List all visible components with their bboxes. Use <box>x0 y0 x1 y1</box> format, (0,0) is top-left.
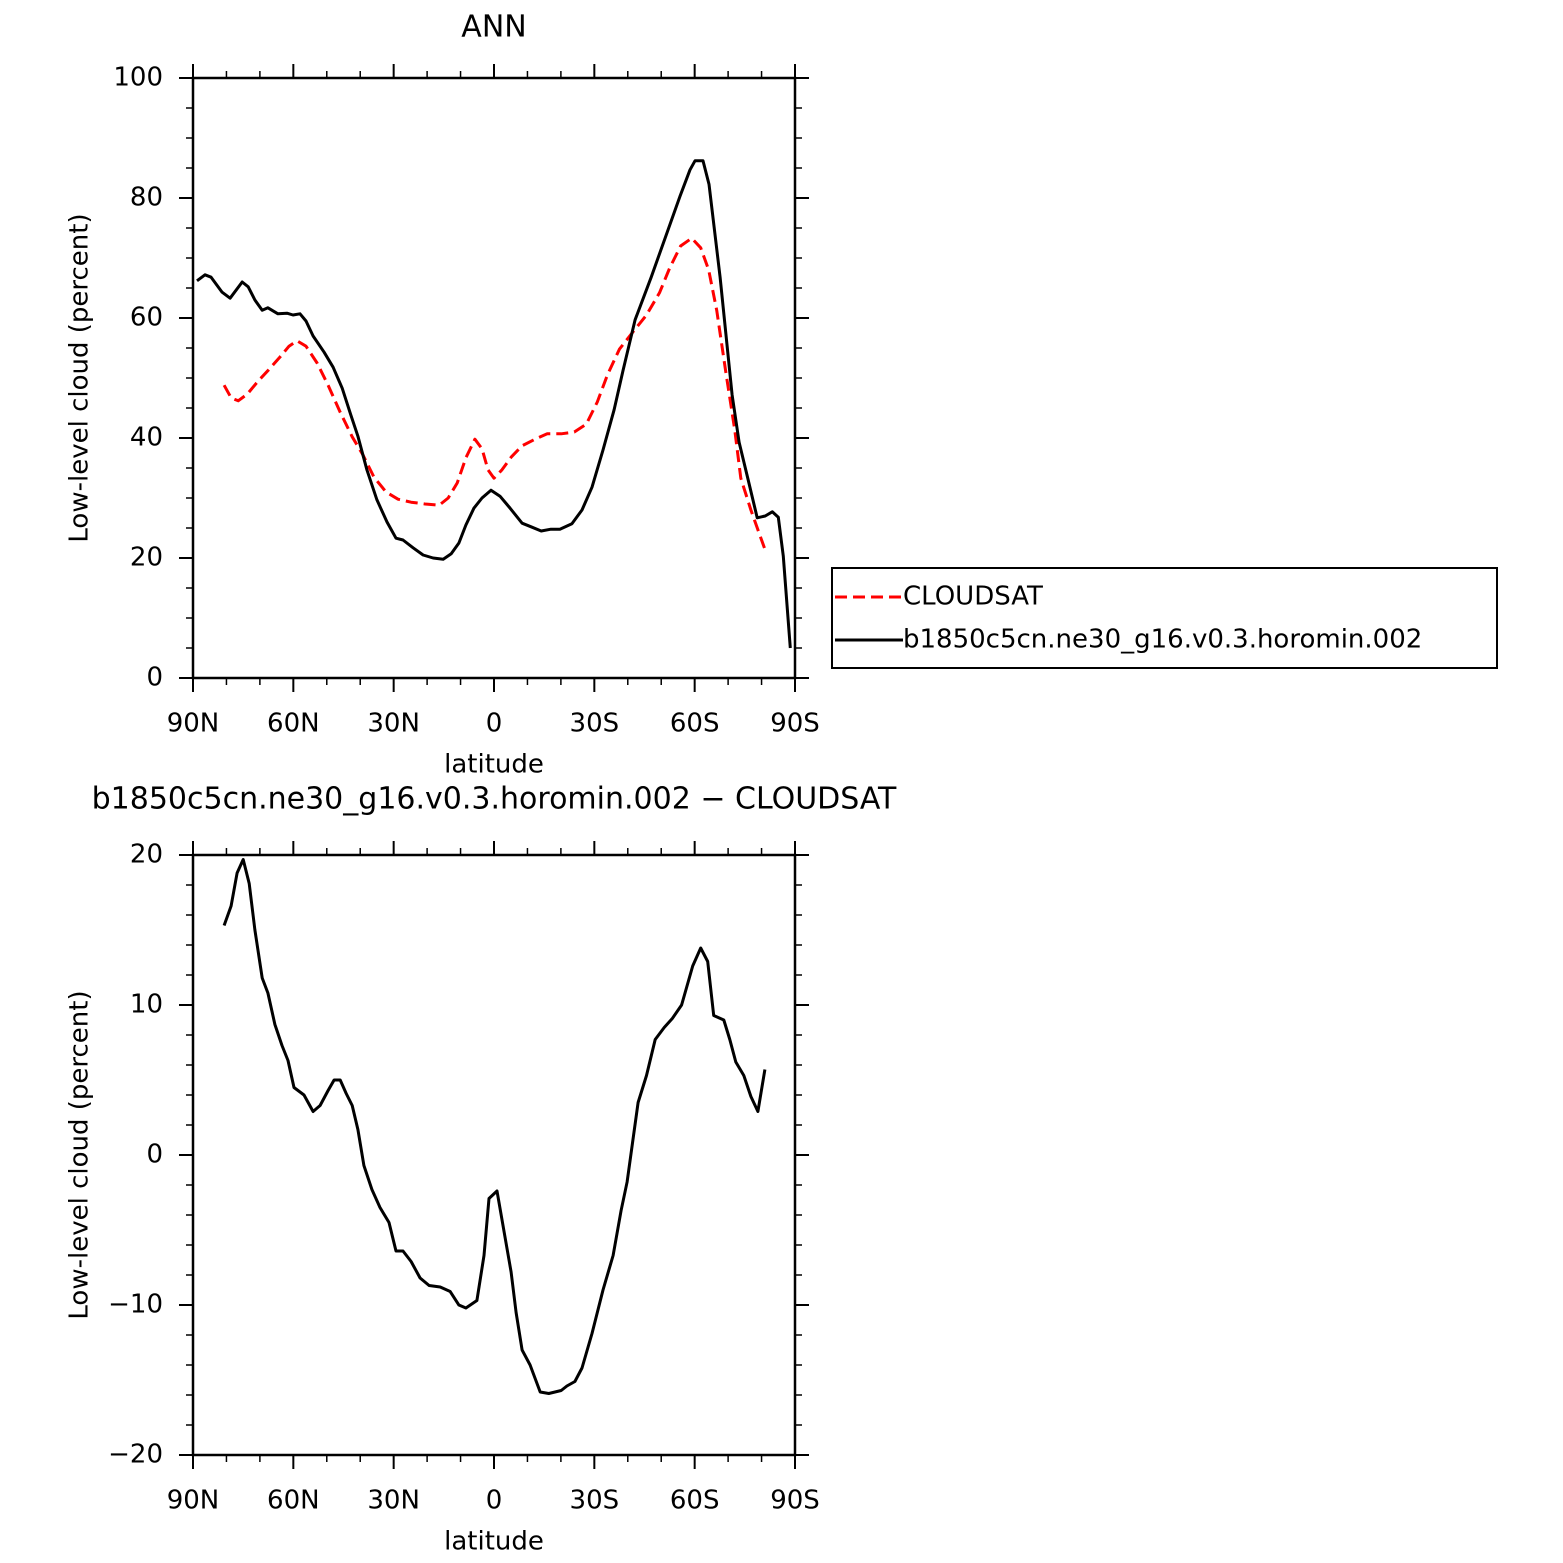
y-tick-label: −20 <box>108 1440 163 1470</box>
chart-title: ANN <box>461 10 526 45</box>
y-tick-label: 80 <box>130 183 163 213</box>
y-tick-label: 100 <box>113 63 163 93</box>
y-axis-label: Low-level cloud (percent) <box>65 213 95 542</box>
x-tick-label: 30N <box>367 1486 420 1516</box>
x-tick-label: 60S <box>670 709 720 739</box>
data-line <box>222 236 768 553</box>
y-tick-label: 0 <box>146 663 163 693</box>
legend-label: b1850c5cn.ne30_g16.v0.3.horomin.002 <box>903 625 1422 655</box>
y-tick-label: 40 <box>130 423 163 453</box>
x-tick-label: 0 <box>486 1486 503 1516</box>
x-axis-label: latitude <box>444 750 544 780</box>
y-axis-label: Low-level cloud (percent) <box>65 990 95 1319</box>
plot-frame <box>191 853 797 1457</box>
y-tick-label: 60 <box>130 303 163 333</box>
y-tick-label: −10 <box>108 1290 163 1320</box>
y-tick-label: 20 <box>130 840 163 870</box>
x-axis-label: latitude <box>444 1527 544 1557</box>
x-tick-label: 90S <box>770 1486 820 1516</box>
y-tick-label: 20 <box>130 543 163 573</box>
x-tick-label: 90S <box>770 709 820 739</box>
x-tick-label: 30N <box>367 709 420 739</box>
data-line <box>196 159 792 649</box>
data-line <box>222 858 767 1395</box>
legend-frame <box>831 567 1498 669</box>
x-tick-label: 90N <box>167 1486 220 1516</box>
chart-title: b1850c5cn.ne30_g16.v0.3.horomin.002 − CL… <box>92 782 897 817</box>
x-tick-label: 60S <box>670 1486 720 1516</box>
x-tick-label: 0 <box>486 709 503 739</box>
plot-frame <box>191 76 797 680</box>
x-tick-label: 60N <box>267 1486 320 1516</box>
x-tick-label: 60N <box>267 709 320 739</box>
legend-label: CLOUDSAT <box>903 582 1043 612</box>
x-tick-label: 30S <box>570 709 620 739</box>
y-tick-label: 0 <box>146 1140 163 1170</box>
y-tick-label: 10 <box>130 990 163 1020</box>
x-tick-label: 90N <box>167 709 220 739</box>
x-tick-label: 30S <box>570 1486 620 1516</box>
